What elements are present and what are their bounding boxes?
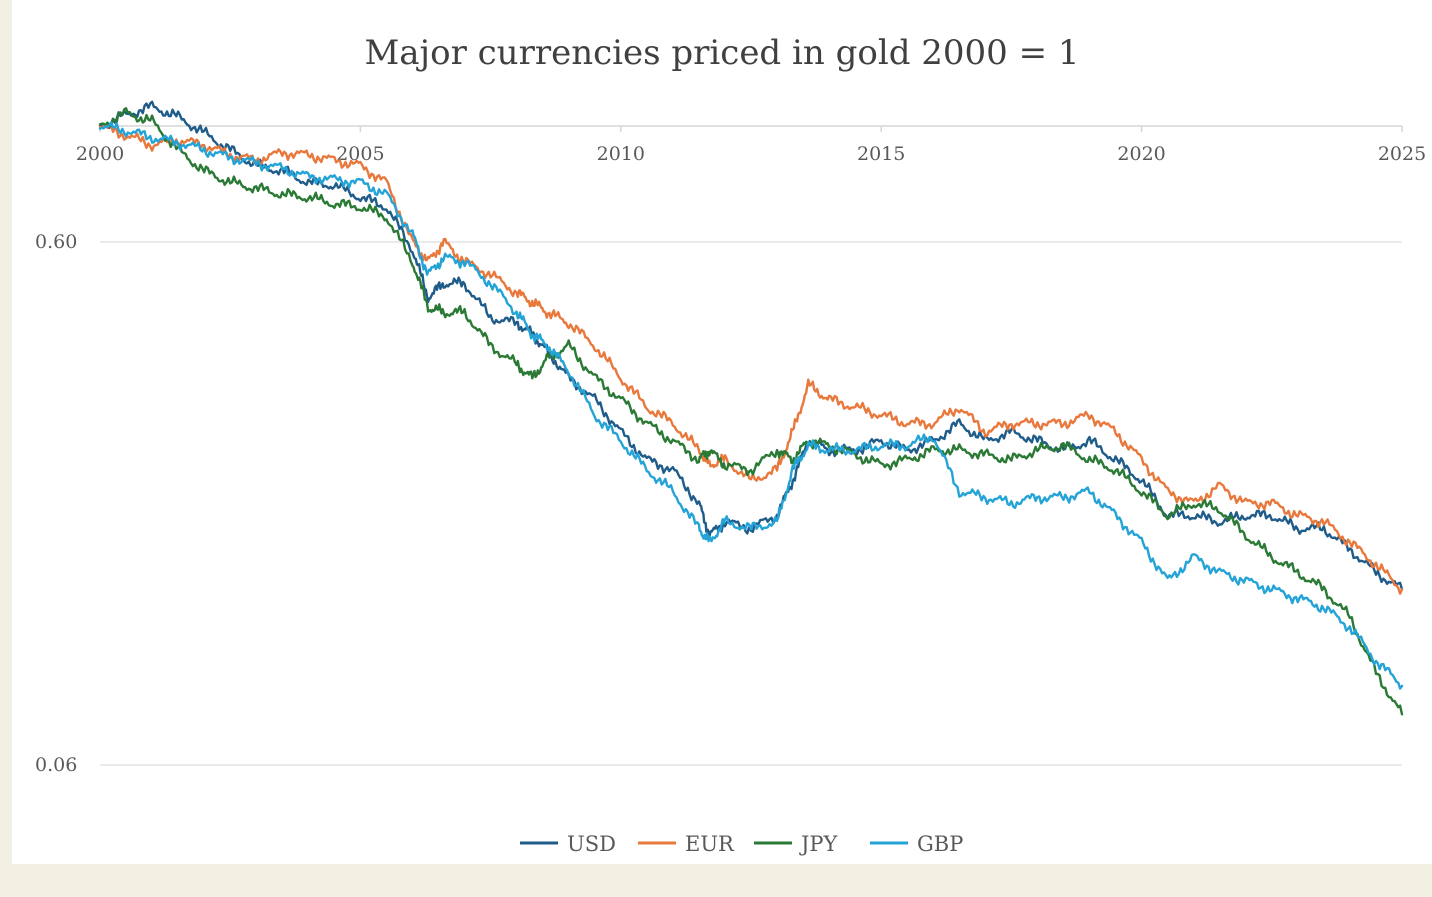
legend-label-usd: USD: [567, 832, 616, 856]
x-tick-label: 2000: [76, 143, 124, 165]
legend-label-gbp: GBP: [917, 832, 963, 856]
x-tick-label: 2005: [336, 143, 384, 165]
x-tick-label: 2015: [857, 143, 905, 165]
grid: [100, 125, 1402, 766]
series-line-jpy: [98, 107, 1404, 716]
line-chart: Major currencies priced in gold 2000 = 1…: [35, 33, 1426, 856]
series-lines: [98, 100, 1404, 716]
x-axis-ticks: 2000 2005 2010 2015 2020 2025: [76, 125, 1426, 165]
x-tick-label: 2010: [597, 143, 645, 165]
legend-label-eur: EUR: [685, 832, 735, 856]
series-line-eur: [98, 123, 1404, 595]
y-tick-label: 0.60: [35, 231, 77, 253]
x-tick-label: 2020: [1117, 143, 1165, 165]
chart-title: Major currencies priced in gold 2000 = 1: [364, 33, 1079, 73]
y-axis-ticks: 0.60 0.06: [35, 231, 77, 776]
series-line-gbp: [98, 121, 1404, 690]
x-tick-label: 2025: [1378, 143, 1426, 165]
legend: USD EUR JPY GBP: [520, 832, 963, 856]
legend-label-jpy: JPY: [799, 832, 839, 856]
y-tick-label: 0.06: [35, 754, 77, 776]
chart-card: Major currencies priced in gold 2000 = 1…: [12, 0, 1432, 864]
